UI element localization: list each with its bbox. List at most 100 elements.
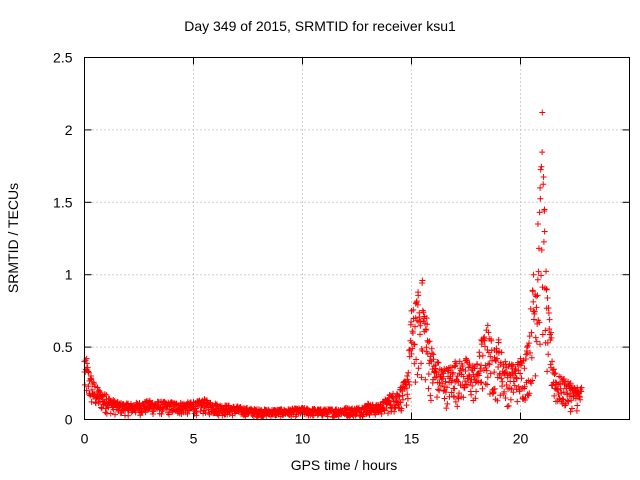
data-point bbox=[537, 166, 544, 173]
data-point bbox=[524, 342, 531, 349]
data-point bbox=[396, 393, 403, 400]
data-point bbox=[413, 298, 420, 305]
y-tick-label: 0 bbox=[65, 412, 73, 428]
data-point bbox=[88, 386, 95, 393]
data-point bbox=[537, 195, 544, 202]
data-point bbox=[487, 353, 494, 360]
data-point bbox=[455, 378, 462, 385]
data-point-peak bbox=[423, 315, 430, 322]
data-point bbox=[527, 349, 534, 356]
data-point-peak bbox=[452, 358, 459, 365]
data-point bbox=[461, 384, 468, 391]
data-point bbox=[425, 370, 432, 377]
data-point bbox=[534, 292, 541, 299]
data-point bbox=[514, 398, 521, 405]
data-point bbox=[526, 333, 533, 340]
data-point-peak bbox=[534, 221, 541, 228]
data-point bbox=[523, 351, 530, 358]
data-point bbox=[487, 370, 494, 377]
data-point-peak bbox=[299, 404, 306, 411]
data-point bbox=[477, 365, 484, 372]
data-point-peak bbox=[386, 391, 393, 398]
data-point bbox=[503, 382, 510, 389]
data-point bbox=[525, 340, 532, 347]
data-point bbox=[560, 396, 567, 403]
data-point bbox=[481, 343, 488, 350]
data-point bbox=[528, 329, 535, 336]
data-point bbox=[538, 163, 545, 170]
data-point bbox=[494, 397, 501, 404]
chart-title: Day 349 of 2015, SRMTID for receiver ksu… bbox=[184, 18, 456, 34]
data-point bbox=[450, 369, 457, 376]
data-point bbox=[150, 408, 157, 415]
data-point bbox=[540, 174, 547, 181]
data-point bbox=[536, 319, 543, 326]
data-point bbox=[526, 390, 533, 397]
data-point bbox=[412, 323, 419, 330]
data-point bbox=[530, 308, 537, 315]
data-point-peak bbox=[354, 404, 360, 411]
data-point bbox=[448, 389, 455, 396]
data-point bbox=[426, 357, 433, 364]
data-point-peak bbox=[473, 361, 480, 368]
data-point bbox=[479, 385, 486, 392]
data-point-peak bbox=[190, 399, 197, 406]
data-point bbox=[88, 398, 95, 405]
data-point bbox=[557, 385, 564, 392]
data-point bbox=[434, 394, 441, 401]
data-point bbox=[466, 373, 473, 380]
data-point bbox=[424, 321, 431, 328]
data-point bbox=[518, 375, 525, 382]
data-point-peak bbox=[578, 384, 585, 391]
data-point-peak bbox=[567, 380, 574, 387]
data-point bbox=[473, 388, 480, 395]
data-point bbox=[568, 397, 575, 404]
data-point bbox=[434, 359, 441, 366]
data-point bbox=[456, 390, 463, 397]
data-point bbox=[484, 381, 491, 388]
x-tick-label: 0 bbox=[81, 431, 89, 447]
plot-frame bbox=[84, 57, 630, 420]
data-point bbox=[475, 372, 482, 379]
axis-ticks: 0 5 10 15 20 0 0.5 1 1.5 2 2.5 bbox=[53, 50, 630, 447]
data-point bbox=[533, 293, 540, 300]
data-point bbox=[497, 392, 504, 399]
data-point bbox=[444, 400, 451, 407]
data-point bbox=[441, 395, 448, 402]
data-point-peak bbox=[212, 400, 219, 407]
data-point bbox=[102, 409, 109, 416]
data-point bbox=[469, 382, 476, 389]
data-point bbox=[531, 308, 538, 315]
data-point-peak bbox=[321, 406, 328, 413]
data-point bbox=[574, 402, 581, 409]
data-point bbox=[549, 382, 556, 389]
data-point-peak bbox=[404, 373, 411, 380]
data-point bbox=[403, 385, 410, 392]
data-point bbox=[172, 401, 179, 408]
data-point-peak bbox=[530, 271, 537, 278]
data-point bbox=[418, 360, 425, 367]
data-point bbox=[498, 349, 505, 356]
data-point bbox=[530, 316, 537, 323]
data-point bbox=[429, 350, 436, 357]
data-point bbox=[513, 374, 520, 381]
data-point bbox=[545, 309, 552, 316]
data-point bbox=[396, 398, 403, 405]
data-point bbox=[452, 398, 459, 405]
data-point bbox=[479, 352, 486, 359]
data-point bbox=[404, 395, 411, 402]
data-point bbox=[529, 377, 536, 384]
data-point bbox=[137, 412, 144, 419]
data-point bbox=[499, 378, 506, 385]
data-point-peak bbox=[552, 370, 559, 377]
data-point bbox=[435, 386, 442, 393]
data-point bbox=[419, 347, 426, 354]
data-point bbox=[476, 353, 483, 360]
x-tick-label: 5 bbox=[190, 431, 198, 447]
data-point bbox=[428, 397, 435, 404]
y-tick-label: 1 bbox=[65, 267, 73, 283]
data-point bbox=[577, 396, 584, 403]
data-point-peak bbox=[441, 365, 448, 372]
data-point-peak bbox=[125, 400, 132, 407]
